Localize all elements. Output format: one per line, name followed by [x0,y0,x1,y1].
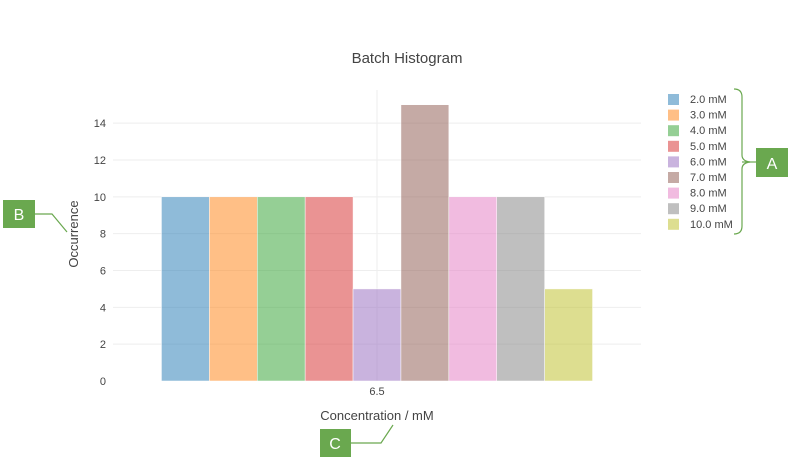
y-tick-label: 8 [100,229,106,241]
callout-label-c: C [329,436,341,453]
legend-label: 4.0 mM [690,125,727,137]
y-tick-label: 6 [100,265,106,277]
y-tick-label: 10 [94,192,106,204]
legend-item[interactable]: 10.0 mM [668,218,733,231]
legend-label: 3.0 mM [690,110,727,122]
legend-swatch [668,203,679,215]
y-tick-label: 4 [100,302,106,314]
legend-label: 8.0 mM [690,188,727,200]
callout-box-c [320,429,351,457]
legend-swatch [668,156,679,168]
y-tick-label: 2 [100,339,106,351]
bar-2-0-mM[interactable] [161,196,210,382]
legend-swatch [668,187,679,199]
axis-layer: 0 2 4 6 8 10 12 14 6.5 [94,118,385,398]
callout-box-a [756,148,788,177]
y-tick-label: 14 [94,118,106,130]
legend-item[interactable]: 4.0 mM [668,125,727,137]
legend-swatch [668,218,679,230]
legend-item[interactable]: 9.0 mM [668,203,727,215]
legend-label: 10.0 mM [690,219,733,231]
legend[interactable]: 2.0 mM 3.0 mM 4.0 mM 5.0 mM 6.0 mM 7.0 mM 8.0 … [668,94,733,231]
legend-item[interactable]: 3.0 mM [668,109,727,122]
bar-7-0-mM[interactable] [400,104,450,382]
y-axis-title: Occurrence [66,200,81,267]
legend-item[interactable]: 6.0 mM [668,156,727,168]
bar-4-0-mM[interactable] [257,196,306,382]
legend-swatch [668,140,679,152]
bar-6-0-mM[interactable] [352,288,402,382]
y-tick-label: 12 [94,155,106,167]
bar-5-0-mM[interactable] [304,196,354,382]
legend-item[interactable]: 8.0 mM [668,187,727,200]
bar-layer [161,104,593,382]
legend-label: 7.0 mM [690,172,727,184]
bar-10-0-mM[interactable] [544,288,593,382]
chart-title: Batch Histogram [352,50,463,67]
legend-label: 6.0 mM [690,156,727,168]
x-tick-label: 6.5 [369,386,384,398]
x-axis-title: Concentration / mM [320,408,433,423]
callout-label-a: A [767,156,778,173]
callout-box-b [3,200,35,228]
callout-layer: A B C [3,88,788,457]
bar-9-0-mM[interactable] [496,196,545,382]
legend-item[interactable]: 2.0 mM [668,94,727,106]
legend-swatch [668,94,679,105]
legend-item[interactable]: 5.0 mM [668,140,727,153]
callout-connector [351,424,394,444]
y-tick-label: 0 [100,376,106,388]
bar-8-0-mM[interactable] [448,196,498,382]
legend-label: 2.0 mM [690,94,727,106]
legend-label: 5.0 mM [690,141,727,153]
legend-item[interactable]: 7.0 mM [668,172,727,184]
legend-swatch [668,109,679,121]
callout-label-b: B [14,207,25,224]
legend-swatch [668,172,679,183]
bar-3-0-mM[interactable] [209,196,258,382]
callout-connector [35,213,68,233]
legend-label: 9.0 mM [690,203,727,215]
legend-swatch [668,125,679,137]
